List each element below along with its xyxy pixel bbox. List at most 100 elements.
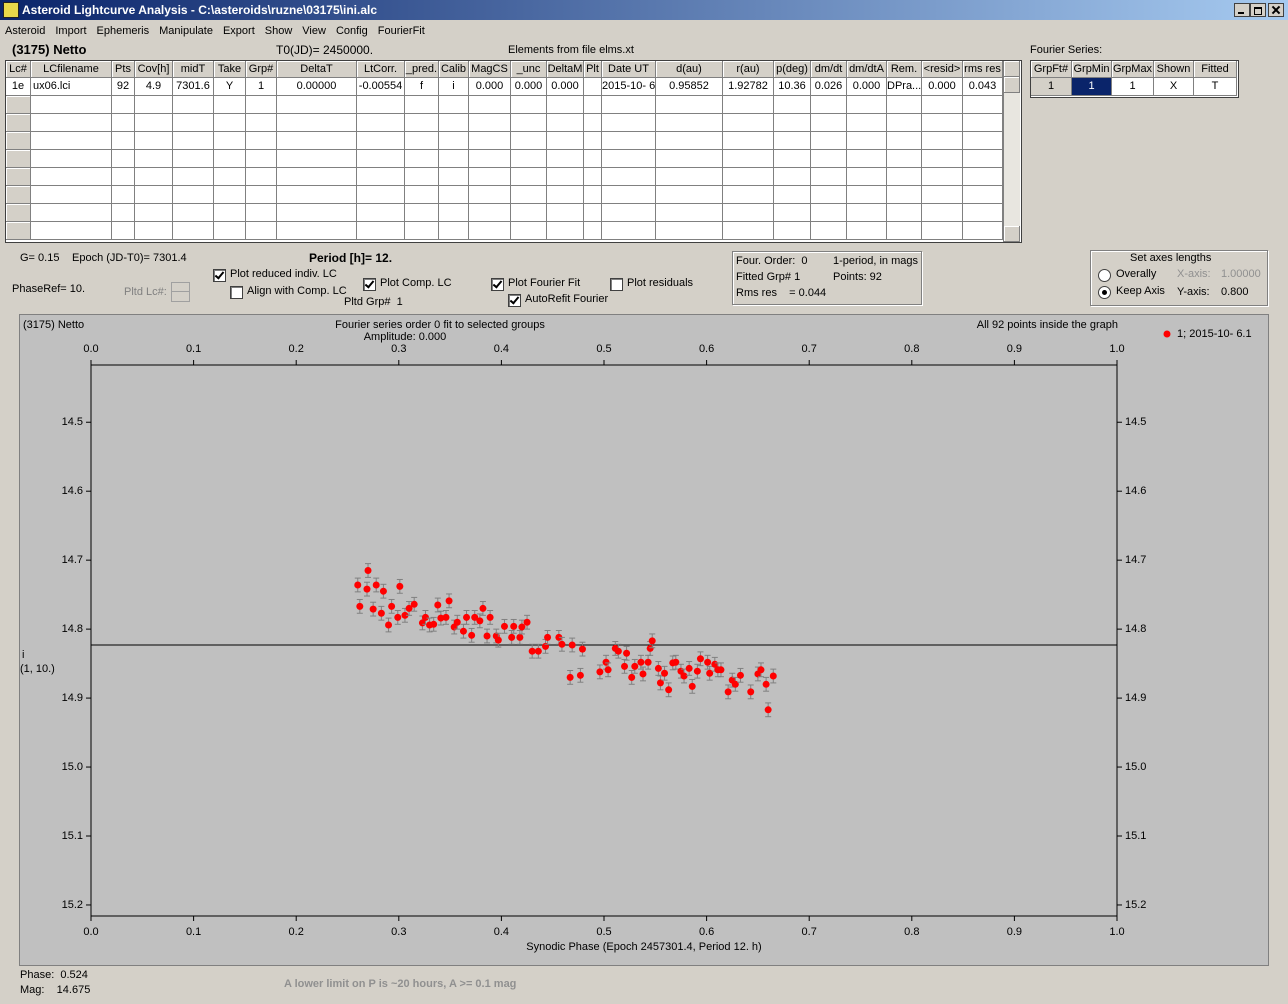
table-cell[interactable] [214,114,246,132]
table-cell[interactable]: i [439,78,469,96]
table-cell[interactable] [811,168,847,186]
table-cell[interactable] [922,150,963,168]
table-cell[interactable] [922,222,963,240]
table-cell[interactable] [547,132,584,150]
menu-item[interactable]: Show [264,25,293,37]
table-cell[interactable] [656,132,723,150]
table-cell[interactable] [31,150,112,168]
scroll-up[interactable] [1004,61,1020,77]
table-cell[interactable] [584,78,602,96]
table-cell[interactable] [656,186,723,204]
table-cell[interactable] [173,186,214,204]
checkbox[interactable] [610,278,623,291]
table-cell[interactable] [511,204,547,222]
table-cell[interactable] [774,114,811,132]
row-header[interactable] [6,132,31,150]
table-cell[interactable] [469,132,511,150]
table-cell[interactable] [357,132,405,150]
table-cell[interactable] [922,204,963,222]
table-cell[interactable] [246,204,277,222]
table-cell[interactable]: 0.000 [922,78,963,96]
table-cell[interactable] [112,114,135,132]
restore-button[interactable] [1250,3,1266,17]
table-cell[interactable] [584,222,602,240]
table-cell[interactable] [469,204,511,222]
table-cell[interactable] [811,204,847,222]
checkbox[interactable] [508,294,521,307]
table-cell[interactable] [135,186,173,204]
table-cell[interactable] [774,204,811,222]
table-cell[interactable] [511,150,547,168]
table-cell[interactable] [214,96,246,114]
menu-item[interactable]: View [302,25,326,37]
table-cell[interactable] [357,150,405,168]
table-cell[interactable] [963,150,1003,168]
table-cell[interactable] [723,96,774,114]
table-cell[interactable] [774,222,811,240]
table-cell[interactable] [246,114,277,132]
table-cell[interactable]: 1 [1112,78,1154,96]
table-cell[interactable]: f [405,78,439,96]
table-cell[interactable] [602,132,656,150]
table-cell[interactable] [357,186,405,204]
menu-item[interactable]: Manipulate [159,25,213,37]
table-cell[interactable] [723,204,774,222]
table-cell[interactable] [112,168,135,186]
table-cell[interactable] [774,96,811,114]
table-cell[interactable]: X [1154,78,1194,96]
table-cell[interactable] [357,204,405,222]
table-cell[interactable] [511,114,547,132]
table-cell[interactable] [246,186,277,204]
table-cell[interactable] [774,150,811,168]
table-cell[interactable]: 1.92782 [723,78,774,96]
table-cell[interactable] [963,186,1003,204]
table-cell[interactable] [602,114,656,132]
table-cell[interactable] [847,222,887,240]
row-header[interactable] [6,96,31,114]
table-cell[interactable] [511,96,547,114]
table-cell[interactable] [887,132,922,150]
table-cell[interactable] [887,168,922,186]
table-cell[interactable] [602,204,656,222]
table-cell[interactable]: 92 [112,78,135,96]
table-cell[interactable] [31,204,112,222]
table-cell[interactable] [847,132,887,150]
table-cell[interactable]: 10.36 [774,78,811,96]
table-cell[interactable] [922,132,963,150]
table-cell[interactable] [135,96,173,114]
table-cell[interactable] [847,168,887,186]
table-cell[interactable]: 1 [1031,78,1072,96]
table-cell[interactable] [723,150,774,168]
minimize-button[interactable] [1234,3,1250,17]
table-cell[interactable] [811,222,847,240]
table-cell[interactable] [112,132,135,150]
table-cell[interactable] [277,168,357,186]
table-cell[interactable] [469,150,511,168]
table-cell[interactable] [656,114,723,132]
table-cell[interactable] [469,114,511,132]
menu-item[interactable]: Asteroid [5,25,46,37]
table-cell[interactable] [584,150,602,168]
table-cell[interactable] [547,186,584,204]
table-cell[interactable] [135,204,173,222]
table-cell[interactable] [439,168,469,186]
table-cell[interactable] [963,114,1003,132]
table-cell[interactable] [656,96,723,114]
table-cell[interactable] [357,168,405,186]
table-cell[interactable]: 0.026 [811,78,847,96]
table-cell[interactable] [887,222,922,240]
table-cell[interactable] [847,114,887,132]
table-cell[interactable]: 0.95852 [656,78,723,96]
table-cell[interactable] [511,168,547,186]
checkbox[interactable] [491,278,504,291]
table-cell[interactable] [246,168,277,186]
menu-item[interactable]: FourierFit [377,25,425,37]
lightcurve-table[interactable]: Lc# LCfilename Pts Cov[h] midT Take Grp# DeltaT… [5,60,1022,243]
table-cell[interactable] [214,186,246,204]
table-cell[interactable]: 2015-10- 6.1 [602,78,656,96]
table-cell[interactable] [214,222,246,240]
table-cell[interactable] [723,222,774,240]
table-cell[interactable]: -0.00554 [357,78,405,96]
table-cell[interactable] [847,186,887,204]
table-cell[interactable] [922,114,963,132]
